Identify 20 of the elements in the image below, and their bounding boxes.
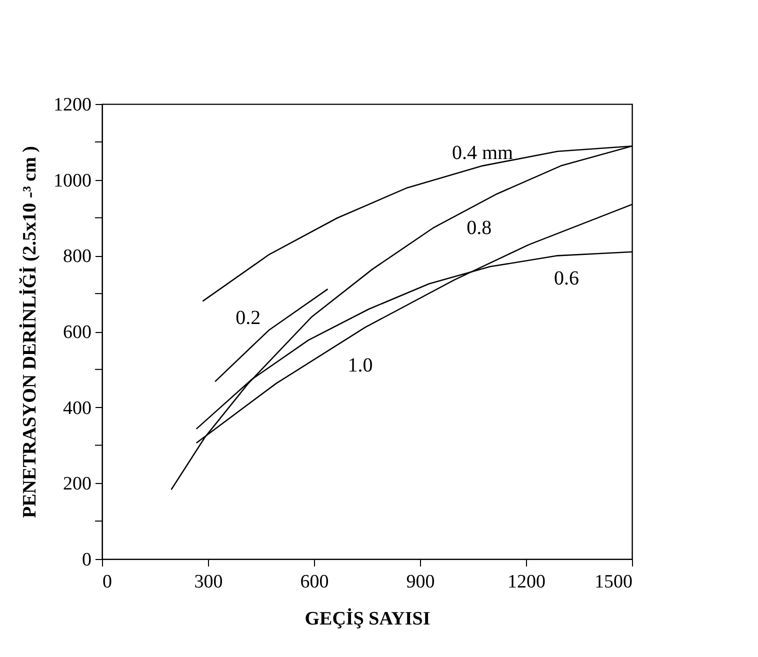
series-label: 0.2 [236, 306, 261, 329]
y-tick-label: 1000 [54, 170, 92, 192]
y-tick-label: 600 [63, 322, 92, 343]
x-tick-label: 1500 [594, 572, 632, 592]
y-tick-label: 0 [82, 550, 92, 570]
x-tick-label: 300 [194, 572, 223, 592]
x-tick-label: 0 [102, 572, 112, 592]
x-tick-label: 1200 [508, 572, 546, 592]
y-tick-label: 400 [63, 398, 92, 419]
y-tick-label: 800 [63, 246, 92, 268]
y-tick-label: 1200 [54, 94, 92, 116]
series-label: 0.6 [554, 268, 579, 290]
series-label: 0.8 [466, 216, 492, 239]
y-axis-title: PENETRASYON DERİNLİĞİ (2.5x10 -³ cm ) [18, 146, 40, 518]
x-tick-label: 600 [300, 572, 329, 592]
x-tick-label: 900 [406, 572, 435, 592]
series-label: 1.0 [348, 354, 373, 376]
y-tick-label: 200 [63, 474, 92, 495]
x-axis-title: GEÇİŞ SAYISI [304, 608, 430, 630]
series-label: 0.4 mm [452, 142, 514, 164]
